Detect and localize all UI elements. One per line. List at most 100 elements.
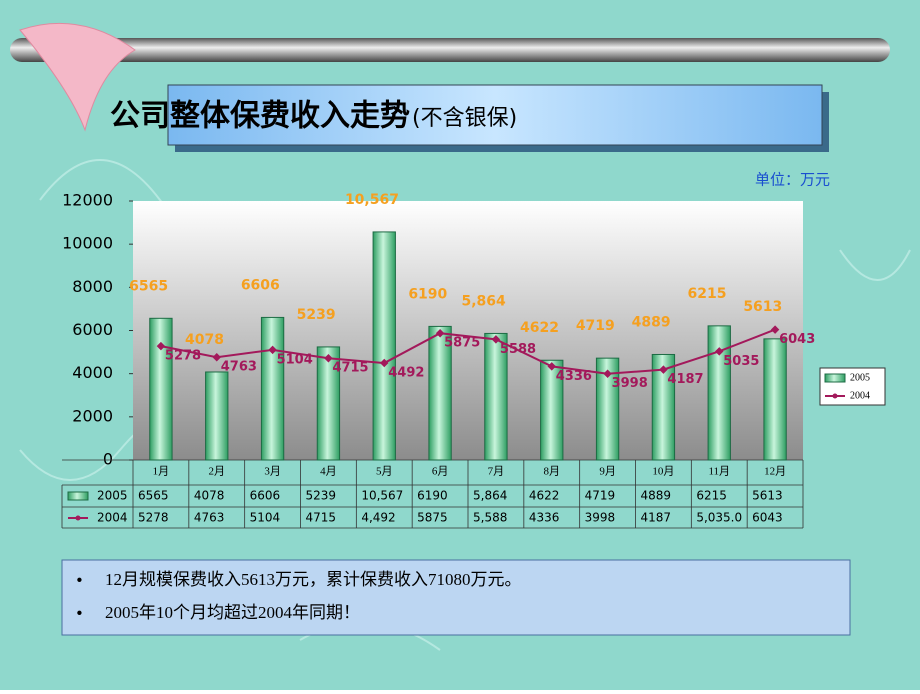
marker [659, 365, 668, 374]
x-tick-label: 3月 [264, 466, 281, 478]
x-tick-label: 10月 [652, 466, 674, 478]
chart: 0 2000 4000 6000 8000 10000 12000 1月 2月 3月 4月 5月 6月 7… [61, 191, 886, 529]
data-label: 6190 [408, 286, 447, 302]
table-cell: 4078 [194, 489, 225, 503]
x-tick-label: 12月 [764, 466, 786, 478]
x-tick-label: 5月 [376, 466, 393, 478]
bar [428, 325, 452, 461]
bar [372, 231, 396, 461]
bar [595, 357, 620, 461]
data-label: 3998 [612, 376, 648, 391]
data-label: 5875 [444, 336, 480, 351]
bar [149, 317, 173, 461]
data-label: 4078 [185, 332, 224, 348]
data-label: 4187 [667, 372, 703, 387]
title-box [167, 84, 823, 146]
bar [651, 353, 676, 461]
table-cell: 6190 [417, 489, 448, 503]
bar [484, 332, 508, 461]
data-label: 5035 [723, 354, 759, 369]
unit: 单位：万元 [755, 171, 830, 189]
bar [260, 316, 285, 461]
data-label: 4719 [576, 318, 615, 334]
data-label: 4763 [221, 360, 257, 375]
marker [380, 358, 389, 368]
data-label: 5278 [165, 349, 201, 364]
bullet-box [61, 559, 851, 636]
x-tick-label: 2月 [209, 466, 226, 478]
data-label: 10,567 [345, 192, 399, 208]
marker [603, 369, 612, 378]
x-tick-label: 6月 [432, 466, 449, 478]
table-cell: 4622 [529, 489, 560, 503]
boomerang [19, 22, 136, 132]
y-tick-label: 10000 [62, 234, 113, 253]
marker [324, 353, 333, 363]
marker [770, 325, 780, 334]
table-cell: 6043 [752, 511, 783, 525]
bullet-dot: • [75, 572, 84, 590]
marker [435, 328, 445, 338]
table-cell: 4719 [585, 489, 616, 503]
y-tick-label: 2000 [72, 406, 113, 425]
pipe [10, 38, 890, 62]
bar [763, 338, 787, 461]
data-label: 5,864 [461, 293, 506, 309]
table-cell: 4889 [641, 489, 672, 503]
bullet: 2005年10个月均超过2004年同期！ [105, 603, 360, 622]
marker [715, 347, 724, 356]
x-tick-label: 9月 [599, 466, 616, 478]
marker [212, 352, 221, 362]
legend-swatch [832, 393, 838, 399]
data-label: 4715 [332, 361, 368, 376]
x-tick-label: 4月 [320, 466, 337, 478]
table-swatch [75, 515, 81, 521]
data-label: 4889 [632, 314, 671, 330]
table-cell: 4763 [194, 511, 225, 525]
data-label: 5239 [297, 307, 336, 323]
data-label: 6606 [241, 277, 280, 293]
data-label: 5613 [743, 299, 782, 315]
subtitle: (不含银保) [412, 106, 517, 131]
table-cell: 5104 [250, 511, 281, 525]
y-tick-label: 12000 [62, 191, 113, 210]
bullet: 12月规模保费收入5613万元，累计保费收入71080万元。 [105, 570, 522, 589]
data-label: 6043 [779, 332, 815, 347]
table-cell: 4,492 [361, 511, 395, 525]
x-tick-label: 11月 [708, 466, 730, 478]
data-label: 5104 [277, 352, 313, 367]
plot-area [133, 201, 803, 460]
table-cell: 4715 [306, 511, 337, 525]
table-cell: 6215 [696, 489, 727, 503]
table-cell: 5875 [417, 511, 448, 525]
marker [156, 341, 166, 351]
y-tick-label: 6000 [72, 320, 113, 339]
bar [540, 359, 564, 461]
marker [491, 335, 501, 344]
bullet-dot: • [75, 605, 84, 623]
x-tick-label: 7月 [488, 466, 505, 478]
table-cell: 5,035.0 [696, 511, 742, 525]
data-label: 6565 [129, 278, 168, 294]
y-tick-label: 4000 [72, 363, 113, 382]
table-series: 2004 [97, 511, 128, 525]
marker [547, 362, 556, 371]
legend-swatch [824, 373, 846, 383]
data-label: 4622 [520, 320, 559, 336]
table-cell: 5,588 [473, 511, 507, 525]
data-label: 6215 [687, 286, 726, 302]
table-cell: 10,567 [361, 489, 403, 503]
table-swatch [67, 491, 89, 501]
marker [268, 345, 277, 355]
data-label: 5588 [500, 342, 536, 357]
table-cell: 4336 [529, 511, 560, 525]
x-tick-label: 1月 [153, 466, 170, 478]
legend-label: 2004 [850, 390, 870, 401]
table-cell: 5613 [752, 489, 783, 503]
y-tick-label: 0 [103, 450, 113, 469]
table-cell: 6565 [138, 489, 169, 503]
line [160, 328, 776, 375]
data-label: 4492 [388, 366, 424, 381]
